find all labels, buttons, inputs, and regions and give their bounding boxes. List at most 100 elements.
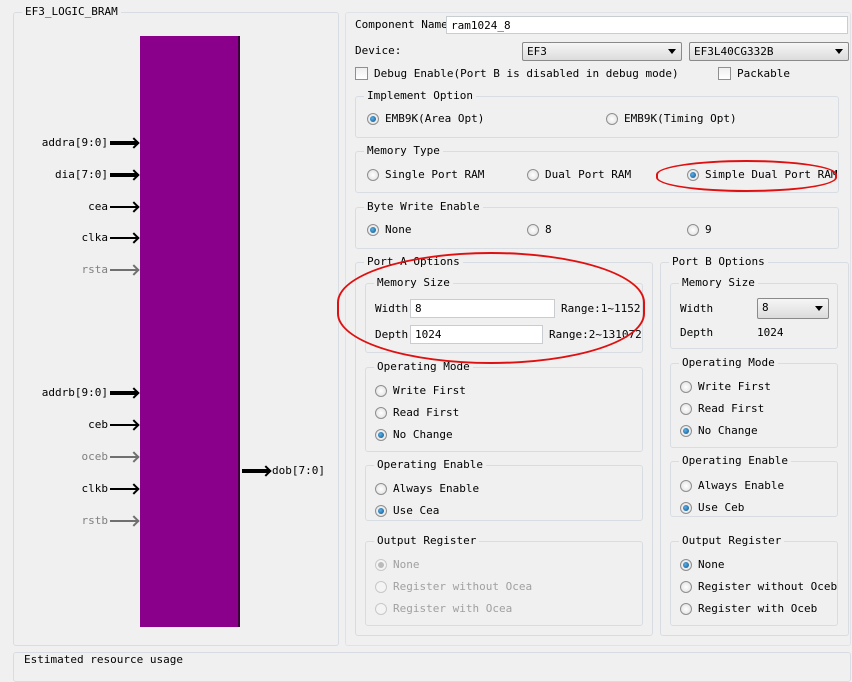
port-a-options: Port A Options (355, 255, 653, 636)
memtype-radio[interactable]: Dual Port RAM (527, 168, 631, 181)
radio-label: Register without Ocea (393, 580, 533, 593)
pin-wire (110, 173, 138, 177)
bytewe-radio[interactable]: 8 (527, 223, 552, 236)
b-opmode-radio[interactable]: Write First (680, 380, 771, 393)
device-family-value: EF3 (527, 45, 547, 58)
b-opmode-radio[interactable]: No Change (680, 424, 758, 437)
pin-label: dob[7:0] (272, 464, 325, 477)
group-title: Implement Option (364, 89, 476, 102)
bytewe-radio[interactable]: 9 (687, 223, 712, 236)
packable-checkbox[interactable]: Packable (718, 67, 790, 80)
radio-label: Read First (698, 402, 765, 415)
port-a-width-input[interactable]: 8 (410, 299, 555, 318)
radio-label: Single Port RAM (385, 168, 485, 181)
pin-wire (110, 269, 138, 271)
port-b-width-label: Width (680, 302, 714, 315)
pin-wire (242, 469, 270, 473)
radio-label: EMB9K(Timing Opt) (624, 112, 737, 125)
implement-radio[interactable]: EMB9K(Area Opt) (367, 112, 484, 125)
radio-icon (680, 424, 692, 437)
device-family-select[interactable]: EF3 (522, 42, 682, 61)
group-title: Output Register (374, 534, 480, 547)
group-title: Operating Enable (374, 458, 486, 471)
b-openable-radio[interactable]: Always Enable (680, 479, 784, 492)
port-b-width-select[interactable]: 8 (757, 298, 829, 319)
a-openable-radio[interactable]: Always Enable (375, 482, 479, 495)
radio-label: None (393, 558, 420, 571)
component-name-label: Component Name (355, 18, 448, 31)
a-opmode-radio[interactable]: Read First (375, 406, 459, 419)
radio-icon (527, 223, 539, 236)
group-title: Memory Type (364, 144, 443, 157)
radio-icon (680, 479, 692, 492)
radio-label: Read First (393, 406, 460, 419)
bytewe-group: Byte Write Enable (355, 200, 839, 249)
arrow-right-icon (128, 169, 140, 181)
a-opmode-radio[interactable]: No Change (375, 428, 453, 441)
chevron-down-icon (815, 306, 823, 311)
bytewe-radio[interactable]: None (367, 223, 412, 236)
pin-label: addrb[9:0] (41, 386, 108, 399)
arrow-right-icon (128, 483, 140, 495)
config-panel (345, 12, 851, 646)
pin-input: addra[9:0] (20, 136, 140, 150)
port-b-memory-size: Memory Size (670, 276, 838, 349)
radio-label: Dual Port RAM (545, 168, 632, 181)
radio-label: Register with Oceb (698, 602, 818, 615)
pin-label: clkb (81, 482, 109, 495)
packable-label: Packable (737, 67, 790, 80)
memtype-group: Memory Type (355, 144, 839, 193)
a-opmode-radio[interactable]: Write First (375, 384, 466, 397)
debug-enable-label: Debug Enable(Port B is disabled in debug… (374, 67, 679, 80)
radio-icon (687, 223, 699, 236)
debug-enable-checkbox[interactable]: Debug Enable(Port B is disabled in debug… (355, 67, 679, 80)
device-part-select[interactable]: EF3L40CG332B (689, 42, 849, 61)
radio-icon (680, 580, 692, 593)
b-outreg-radio[interactable]: Register with Oceb (680, 602, 817, 615)
implement-radio[interactable]: EMB9K(Timing Opt) (606, 112, 737, 125)
radio-icon (606, 112, 618, 125)
radio-icon (680, 558, 692, 571)
b-openable-radio[interactable]: Use Ceb (680, 501, 744, 514)
port-a-memory-size: Memory Size (365, 276, 643, 353)
port-a-depth-input[interactable]: 1024 (410, 325, 543, 344)
arrow-right-icon (128, 264, 140, 276)
radio-icon (527, 168, 539, 181)
port-b-depth-label: Depth (680, 326, 714, 339)
component-name-input[interactable]: ram1024_8 (446, 16, 848, 34)
b-openable-group: Operating Enable (670, 454, 838, 517)
b-outreg-radio[interactable]: None (680, 558, 725, 571)
b-outreg-radio[interactable]: Register without Oceb (680, 580, 837, 593)
radio-label: No Change (698, 424, 758, 437)
radio-label: EMB9K(Area Opt) (385, 112, 485, 125)
a-openable-radio[interactable]: Use Cea (375, 504, 439, 517)
pin-label: addra[9:0] (41, 136, 108, 149)
checkbox-icon (718, 67, 731, 80)
pin-input: clkb (20, 482, 140, 496)
device-part-value: EF3L40CG332B (694, 45, 774, 58)
radio-icon (375, 558, 387, 571)
radio-label: 9 (705, 223, 712, 236)
memtype-radio[interactable]: Single Port RAM (367, 168, 484, 181)
memtype-radio[interactable]: Simple Dual Port RAM (687, 168, 837, 181)
group-title: Operating Mode (679, 356, 778, 369)
port-a-memsize-title: Memory Size (374, 276, 453, 289)
pin-label: ceb (88, 418, 108, 431)
pin-input: rstb (20, 514, 140, 528)
port-a-width-range: Range:1~1152 (561, 302, 641, 315)
b-opmode-radio[interactable]: Read First (680, 402, 764, 415)
arrow-right-icon (260, 465, 272, 477)
checkbox-icon (355, 67, 368, 80)
radio-icon (375, 428, 387, 441)
pin-wire (110, 237, 138, 239)
group-title: Byte Write Enable (364, 200, 483, 213)
radio-icon (367, 223, 379, 236)
radio-label: None (698, 558, 725, 571)
port-a-title: Port A Options (364, 255, 463, 268)
radio-label: Register with Ocea (393, 602, 513, 615)
radio-label: Simple Dual Port RAM (705, 168, 838, 181)
arrow-right-icon (128, 232, 140, 244)
radio-icon (367, 112, 379, 125)
pin-wire (110, 391, 138, 395)
radio-label: Always Enable (698, 479, 785, 492)
